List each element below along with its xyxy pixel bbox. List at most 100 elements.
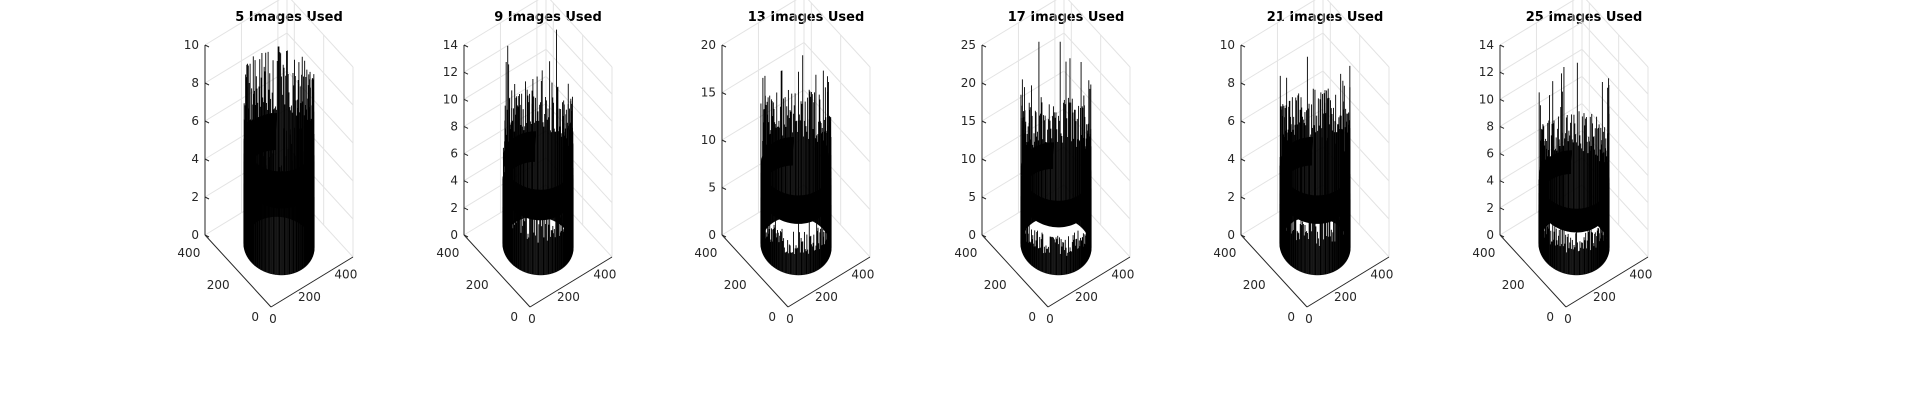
z-tick: [981, 234, 987, 238]
x-axis-line: [1047, 256, 1131, 308]
z-tick: [1499, 125, 1505, 129]
y-axis-line: [463, 234, 531, 308]
y-axis-line: [981, 234, 1049, 308]
z-tick: [204, 120, 210, 124]
rim-band: [1538, 150, 1608, 233]
z-tick: [463, 153, 469, 157]
x-tick-label: 0: [528, 312, 536, 326]
x-tick-label: 400: [851, 268, 874, 282]
z-tick-label: 6: [1486, 147, 1494, 161]
x-tick-label: 400: [1111, 268, 1134, 282]
z-tick-label: 2: [191, 190, 199, 204]
chart-panel: 21 Images Used 0 2 4 6 8 10 0 200 400 0 200 400: [1213, 0, 1393, 326]
z-tick: [463, 207, 469, 211]
z-tick-label: 8: [1227, 76, 1235, 90]
x-tick-label: 400: [1370, 268, 1393, 282]
y-tick-label: 0: [768, 310, 776, 324]
z-tick: [721, 234, 727, 238]
z-tick: [1240, 196, 1246, 200]
z-tick-label: 6: [1227, 114, 1235, 128]
rim-band: [243, 113, 313, 209]
z-tick: [721, 187, 727, 190]
z-tick-label: 20: [961, 76, 976, 90]
x-tick-label: 400: [1629, 268, 1652, 282]
z-tick-label: 0: [708, 228, 716, 242]
z-tick: [721, 92, 727, 95]
x-tick-label: 0: [1564, 312, 1572, 326]
z-tick: [463, 125, 469, 129]
z-gridline: [1240, 0, 1390, 68]
x-tick-label: 0: [1305, 312, 1313, 326]
z-tick-label: 10: [961, 152, 976, 166]
rim-band: [760, 136, 830, 224]
z-tick-label: 8: [450, 119, 458, 133]
y-tick-label: 0: [1287, 310, 1295, 324]
z-tick: [981, 196, 987, 200]
z-gridline: [463, 21, 613, 95]
chart-panel: 5 Images Used 0 2 4 6 8 10 0 200 400 0 200 400: [177, 0, 357, 326]
x-axis-line: [1306, 256, 1390, 308]
chart-title: 21 Images Used: [1267, 10, 1384, 25]
y-axis-line: [1240, 234, 1308, 308]
z-tick-label: 20: [701, 38, 716, 52]
z-tick-label: 12: [443, 65, 458, 79]
z-tick: [1499, 234, 1505, 238]
z-tick-label: 14: [1479, 38, 1494, 52]
z-tick-label: 10: [184, 38, 199, 52]
x-tick-label: 200: [1334, 290, 1357, 304]
z-tick-label: 5: [708, 181, 716, 195]
z-gridline: [981, 0, 1131, 68]
x-tick-label: 400: [334, 268, 357, 282]
y-tick-label: 200: [984, 278, 1007, 292]
axes: [204, 45, 354, 308]
z-tick-label: 10: [443, 92, 458, 106]
z-gridline: [1499, 21, 1649, 95]
y-tick-label: 400: [954, 246, 977, 260]
z-gridline: [204, 0, 354, 68]
z-tick-label: 0: [1227, 228, 1235, 242]
z-tick-label: 0: [450, 228, 458, 242]
chart-panel: 25 Images Used 0 2 4 6 8 10 12 14 0 200 400 0 200 400: [1472, 0, 1652, 326]
rim-band: [1020, 142, 1090, 228]
z-tick-label: 6: [450, 147, 458, 161]
z-tick: [981, 44, 987, 48]
chart-title: 9 Images Used: [494, 10, 602, 25]
z-tick-label: 15: [961, 114, 976, 128]
z-tick: [981, 82, 987, 86]
y-axis-line: [1499, 234, 1567, 308]
z-tick: [1499, 44, 1505, 48]
back-rim: [1020, 142, 1090, 228]
y-tick-label: 200: [1502, 278, 1525, 292]
z-gridline: [981, 32, 1131, 106]
z-tick: [1499, 207, 1505, 211]
y-tick-label: 200: [1243, 278, 1266, 292]
z-gridline: [721, 0, 871, 68]
z-tick: [204, 44, 210, 48]
z-tick-label: 8: [1486, 119, 1494, 133]
bar-ring: [243, 46, 315, 276]
y-tick-label: 400: [177, 246, 200, 260]
chart-title: 13 Images Used: [748, 10, 865, 25]
z-tick-label: 4: [191, 152, 199, 166]
z-tick: [981, 120, 987, 124]
x-tick-label: 0: [786, 312, 794, 326]
z-tick-label: 2: [450, 201, 458, 215]
rim-band: [502, 131, 572, 221]
z-gridline: [463, 0, 613, 68]
chart-title: 25 Images Used: [1526, 10, 1643, 25]
z-tick: [721, 44, 727, 48]
z-tick-label: 15: [701, 86, 716, 100]
z-tick: [1240, 120, 1246, 124]
z-tick-label: 8: [191, 76, 199, 90]
x-axis-line: [787, 256, 871, 308]
x-axis-line: [529, 256, 613, 308]
z-tick: [463, 44, 469, 48]
chart-panel: 9 Images Used 0 2 4 6 8 10 12 14 0 200 400 0 200 400: [436, 0, 616, 326]
x-tick-label: 200: [557, 290, 580, 304]
z-tick-label: 4: [1486, 174, 1494, 188]
z-tick-label: 6: [191, 114, 199, 128]
y-tick-label: 0: [251, 310, 259, 324]
z-tick-label: 10: [701, 133, 716, 147]
z-tick: [204, 234, 210, 238]
y-tick-label: 200: [724, 278, 747, 292]
